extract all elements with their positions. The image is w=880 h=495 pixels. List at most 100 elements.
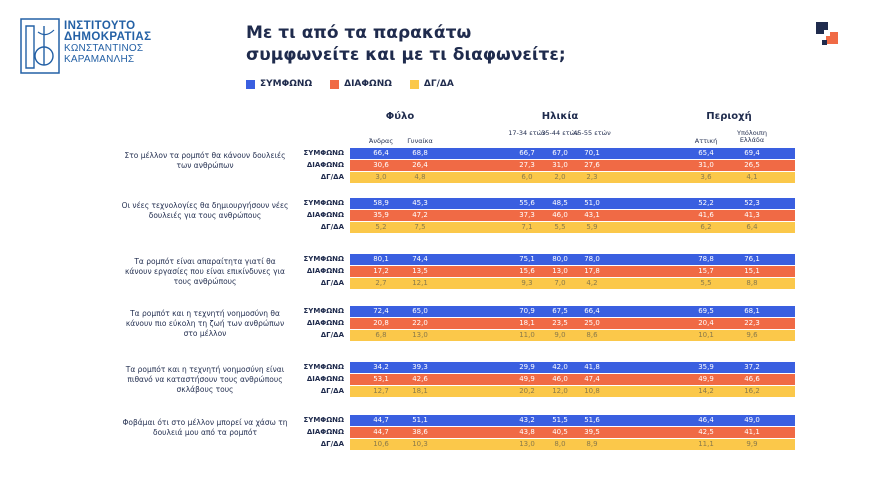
data-cell: 31,0 [552, 161, 568, 169]
data-cell: 69,5 [698, 307, 714, 315]
column-header: Υπόλοιπη Ελλάδα [737, 129, 767, 144]
data-cell: 12,0 [552, 387, 568, 395]
chart-legend: ΣΥΜΦΩΝΩ ΔΙΑΦΩΝΩ ΔΓ/ΔΑ [246, 79, 454, 89]
row-band-dk [350, 330, 795, 341]
logo: ΙΝΣΤΙΤΟΥΤΟ ΔΗΜΟΚΡΑΤΙΑΣ ΚΩΝΣΤΑΝΤΙΝΟΣ ΚΑΡΑ… [20, 18, 170, 74]
data-cell: 26,4 [412, 161, 428, 169]
data-cell: 49,9 [698, 375, 714, 383]
data-cell: 2,0 [554, 173, 566, 181]
data-cell: 6,4 [746, 223, 758, 231]
data-cell: 80,0 [552, 255, 568, 263]
row-label-disagree: ΔΙΑΦΩΝΩ [306, 319, 344, 327]
data-cell: 52,3 [744, 199, 760, 207]
data-cell: 22,3 [744, 319, 760, 327]
data-cell: 10,8 [584, 387, 600, 395]
data-cell: 55,6 [519, 199, 535, 207]
logo-line-2: ΔΗΜΟΚΡΑΤΙΑΣ [64, 31, 152, 43]
data-cell: 68,1 [744, 307, 760, 315]
data-cell: 39,5 [584, 428, 600, 436]
data-cell: 10,3 [412, 440, 428, 448]
data-cell: 4,8 [414, 173, 426, 181]
data-cell: 9,6 [746, 331, 758, 339]
logo-line-1: ΙΝΣΤΙΤΟΥΤΟ [64, 20, 136, 32]
data-cell: 20,4 [698, 319, 714, 327]
data-cell: 67,0 [552, 149, 568, 157]
column-header: Γυναίκα [407, 137, 433, 145]
data-cell: 10,1 [698, 331, 714, 339]
row-label-agree: ΣΥΜΦΩΝΩ [303, 416, 344, 424]
data-cell: 44,7 [373, 416, 389, 424]
data-cell: 22,0 [412, 319, 428, 327]
row-label-agree: ΣΥΜΦΩΝΩ [303, 255, 344, 263]
data-cell: 7,0 [554, 279, 566, 287]
column-header: Αττική [694, 137, 718, 145]
row-label-agree: ΣΥΜΦΩΝΩ [303, 199, 344, 207]
row-label-disagree: ΔΙΑΦΩΝΩ [306, 428, 344, 436]
data-cell: 7,5 [414, 223, 426, 231]
data-cell: 65,4 [698, 149, 714, 157]
data-cell: 9,0 [554, 331, 566, 339]
row-band-dk [350, 172, 795, 183]
data-cell: 52,2 [698, 199, 714, 207]
data-cell: 80,1 [373, 255, 389, 263]
data-cell: 8,8 [746, 279, 758, 287]
data-cell: 15,7 [698, 267, 714, 275]
row-label-dk: ΔΓ/ΔΑ [320, 440, 344, 448]
data-cell: 53,1 [373, 375, 389, 383]
data-cell: 27,6 [584, 161, 600, 169]
data-cell: 13,0 [519, 440, 535, 448]
row-band-dk [350, 278, 795, 289]
data-cell: 42,6 [412, 375, 428, 383]
data-cell: 42,0 [552, 363, 568, 371]
data-cell: 72,4 [373, 307, 389, 315]
data-cell: 75,1 [519, 255, 535, 263]
data-cell: 26,5 [744, 161, 760, 169]
data-cell: 14,2 [698, 387, 714, 395]
data-cell: 4,2 [586, 279, 598, 287]
data-cell: 16,2 [744, 387, 760, 395]
data-cell: 66,7 [519, 149, 535, 157]
group-header: Περιοχή [706, 111, 752, 122]
data-cell: 5,5 [554, 223, 566, 231]
row-label-dk: ΔΓ/ΔΑ [320, 173, 344, 181]
data-cell: 41,6 [698, 211, 714, 219]
column-header: 45-55 ετών [573, 129, 611, 137]
row-label-dk: ΔΓ/ΔΑ [320, 331, 344, 339]
data-cell: 76,1 [744, 255, 760, 263]
question-text: Φοβάμαι ότι στο μέλλον μπορεί να χάσω τη… [122, 418, 288, 437]
row-band-disagree [350, 318, 795, 329]
legend-item-dk: ΔΓ/ΔΑ [409, 79, 454, 89]
data-cell: 35,9 [698, 363, 714, 371]
data-cell: 15,6 [519, 267, 535, 275]
question-text: Τα ρομπότ είναι απαραίτητα γιατί θα κάνο… [125, 257, 285, 286]
data-cell: 17,2 [373, 267, 389, 275]
legend-label-agree: ΣΥΜΦΩΝΩ [260, 79, 313, 89]
data-cell: 49,9 [519, 375, 535, 383]
data-cell: 51,5 [552, 416, 568, 424]
row-label-dk: ΔΓ/ΔΑ [320, 279, 344, 287]
data-cell: 13,0 [552, 267, 568, 275]
data-cell: 39,3 [412, 363, 428, 371]
data-cell: 47,4 [584, 375, 600, 383]
legend-swatch-dk [409, 79, 419, 89]
data-cell: 3,0 [375, 173, 387, 181]
row-label-agree: ΣΥΜΦΩΝΩ [303, 149, 344, 157]
data-cell: 23,5 [552, 319, 568, 327]
title-line-1: Με τι από τα παρακάτω [246, 23, 472, 43]
data-cell: 37,2 [744, 363, 760, 371]
row-band-agree [350, 306, 795, 317]
group-header: Φύλο [385, 111, 415, 122]
data-cell: 65,0 [412, 307, 428, 315]
data-cell: 18,1 [412, 387, 428, 395]
data-cell: 67,5 [552, 307, 568, 315]
data-cell: 51,6 [584, 416, 600, 424]
data-cell: 46,6 [744, 375, 760, 383]
data-cell: 66,4 [373, 149, 389, 157]
legend-item-agree: ΣΥΜΦΩΝΩ [246, 79, 312, 89]
row-band-disagree [350, 427, 795, 438]
data-cell: 7,1 [521, 223, 533, 231]
legend-label-disagree: ΔΙΑΦΩΝΩ [344, 79, 392, 89]
data-cell: 6,2 [700, 223, 712, 231]
data-cell: 58,9 [373, 199, 389, 207]
data-cell: 9,9 [746, 440, 758, 448]
